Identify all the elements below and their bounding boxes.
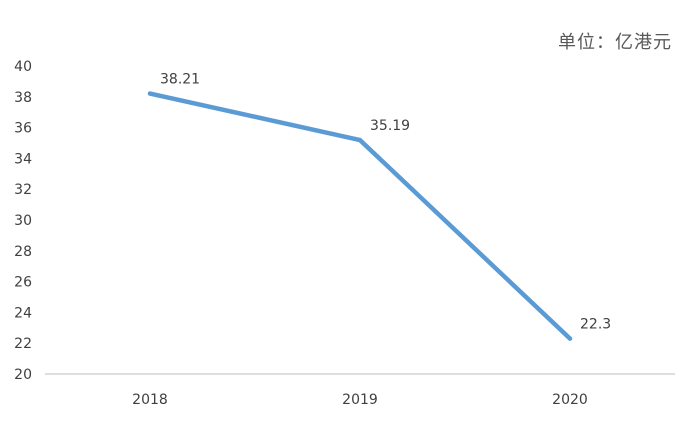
data-label: 22.3 — [580, 317, 611, 333]
y-tick-label: 30 — [14, 213, 32, 229]
data-point — [358, 138, 362, 143]
y-tick-label: 40 — [14, 59, 32, 75]
data-point — [568, 336, 572, 341]
y-tick-label: 36 — [14, 121, 32, 137]
y-tick-label: 32 — [14, 182, 32, 198]
data-label: 35.19 — [370, 118, 410, 134]
data-point — [148, 91, 152, 96]
y-tick-label: 24 — [14, 305, 32, 321]
y-tick-label: 34 — [14, 151, 32, 167]
x-tick-label: 2018 — [132, 392, 168, 408]
y-tick-label: 20 — [14, 367, 32, 383]
y-tick-label: 28 — [14, 244, 32, 260]
data-label: 38.21 — [160, 72, 200, 88]
x-tick-label: 2020 — [552, 392, 588, 408]
unit-label: 单位：亿港元 — [558, 32, 672, 53]
x-tick-label: 2019 — [342, 392, 378, 408]
y-tick-label: 26 — [14, 275, 32, 291]
y-tick-label: 22 — [14, 336, 32, 352]
y-tick-label: 38 — [14, 90, 32, 106]
series-line — [147, 91, 573, 341]
